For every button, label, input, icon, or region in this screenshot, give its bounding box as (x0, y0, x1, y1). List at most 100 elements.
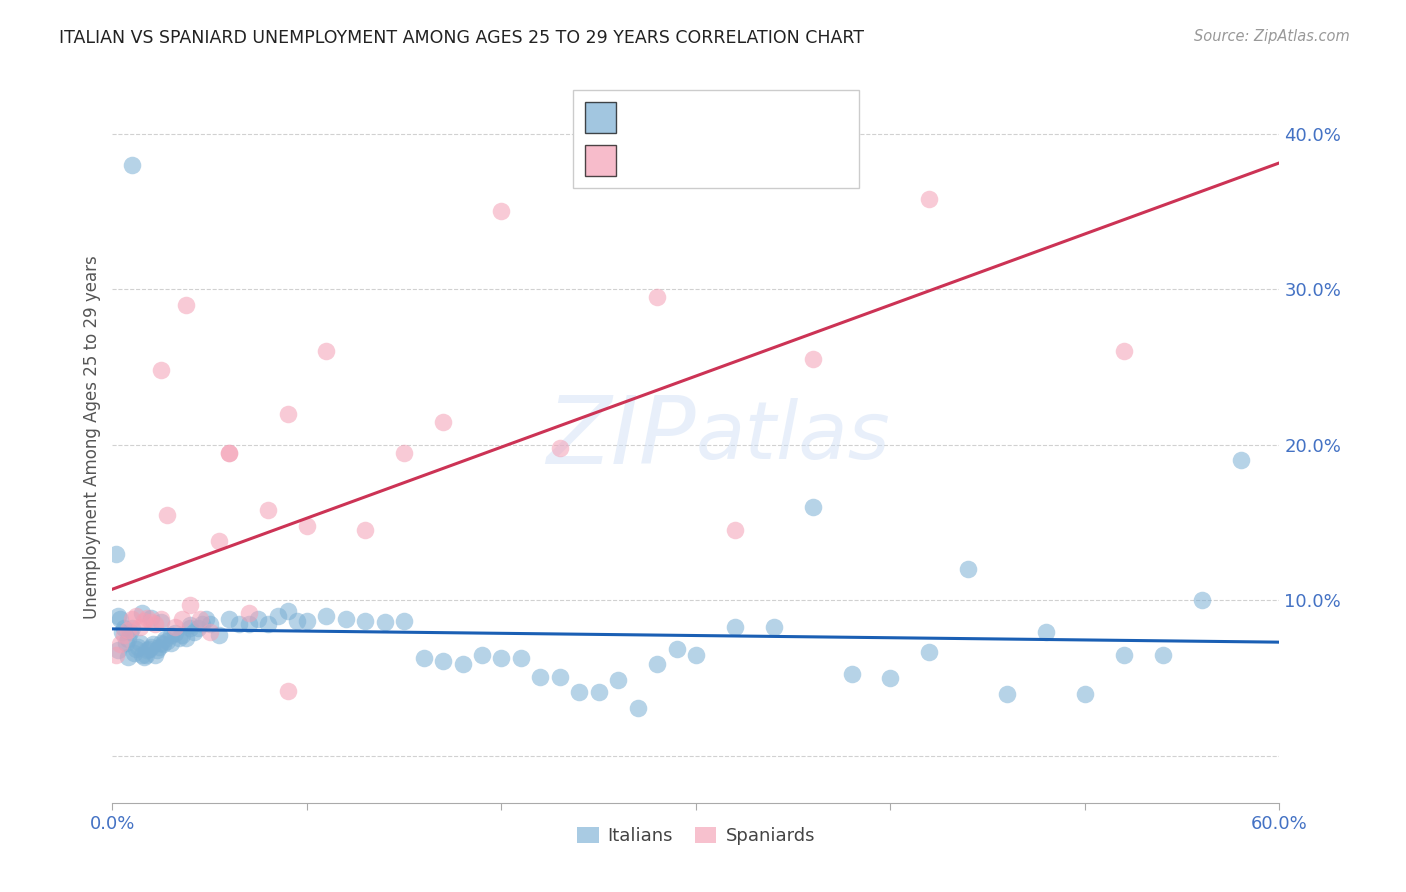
Point (135, 648, 157, 662)
Point (127, 640, 149, 655)
Point (645, 290, 668, 304)
Point (150, 635, 173, 649)
Point (218, 445, 240, 459)
Point (132, 614, 155, 628)
Point (107, 643, 129, 657)
Point (267, 609, 290, 624)
Point (110, 637, 132, 651)
Point (1112, 648, 1135, 662)
Point (801, 500, 824, 515)
Text: atlas: atlas (696, 398, 891, 476)
Point (432, 415, 454, 429)
Point (146, 643, 169, 657)
Point (354, 524, 377, 538)
Point (176, 631, 198, 645)
Legend: Italians, Spaniards: Italians, Spaniards (569, 820, 823, 852)
Point (1035, 624, 1057, 639)
Point (143, 616, 166, 631)
Point (125, 609, 148, 624)
Point (335, 612, 357, 626)
Point (491, 204, 513, 219)
Point (315, 344, 337, 359)
Point (160, 628, 183, 642)
Point (198, 624, 221, 639)
Point (150, 363, 173, 377)
Point (179, 598, 201, 612)
Text: ITALIAN VS SPANIARD UNEMPLOYMENT AMONG AGES 25 TO 29 YEARS CORRELATION CHART: ITALIAN VS SPANIARD UNEMPLOYMENT AMONG A… (59, 29, 865, 46)
Point (121, 158, 143, 172)
Point (208, 628, 231, 642)
Point (141, 615, 163, 630)
Point (665, 641, 688, 656)
Point (132, 649, 155, 664)
Point (110, 612, 132, 626)
Point (128, 635, 150, 649)
Point (179, 622, 201, 636)
Point (1191, 593, 1213, 607)
Point (112, 628, 135, 642)
Point (257, 503, 280, 517)
Point (218, 445, 240, 459)
Point (218, 612, 240, 626)
Point (128, 620, 150, 634)
Point (295, 614, 318, 628)
Point (150, 612, 173, 626)
Point (150, 615, 173, 630)
Point (156, 508, 179, 522)
Point (138, 641, 160, 656)
Point (432, 654, 454, 668)
Point (167, 631, 190, 645)
Point (152, 637, 174, 651)
Point (121, 612, 143, 626)
Point (491, 651, 513, 665)
Point (471, 648, 494, 662)
Point (918, 192, 941, 206)
Point (117, 623, 139, 637)
Point (117, 632, 139, 647)
Point (156, 634, 179, 648)
Point (136, 643, 159, 657)
Point (257, 616, 280, 631)
Point (295, 518, 318, 533)
Point (153, 632, 176, 647)
Point (163, 620, 186, 634)
Point (160, 635, 183, 649)
Point (509, 651, 531, 665)
Point (112, 622, 135, 636)
Point (105, 648, 128, 662)
Point (238, 616, 260, 631)
Point (148, 640, 170, 655)
Point (107, 609, 129, 624)
Point (228, 616, 250, 631)
Point (194, 612, 217, 626)
Point (172, 628, 194, 642)
Point (394, 614, 416, 628)
Point (117, 649, 139, 664)
Point (183, 624, 205, 639)
Point (188, 612, 211, 626)
Point (879, 671, 901, 685)
Point (125, 641, 148, 656)
Point (163, 626, 186, 640)
Point (187, 622, 209, 636)
Point (374, 615, 396, 630)
Point (122, 647, 145, 661)
Point (607, 673, 630, 687)
Point (285, 614, 308, 628)
Point (176, 298, 198, 312)
Point (142, 637, 165, 651)
Point (354, 614, 377, 628)
Point (131, 606, 153, 620)
Point (451, 657, 474, 672)
Point (685, 648, 707, 662)
Point (141, 610, 163, 624)
Point (276, 407, 298, 421)
Point (724, 620, 747, 634)
Point (548, 441, 571, 455)
Point (957, 562, 980, 576)
Point (801, 352, 824, 367)
Point (568, 685, 591, 699)
Point (276, 604, 298, 618)
Point (412, 651, 434, 665)
Point (118, 624, 141, 639)
